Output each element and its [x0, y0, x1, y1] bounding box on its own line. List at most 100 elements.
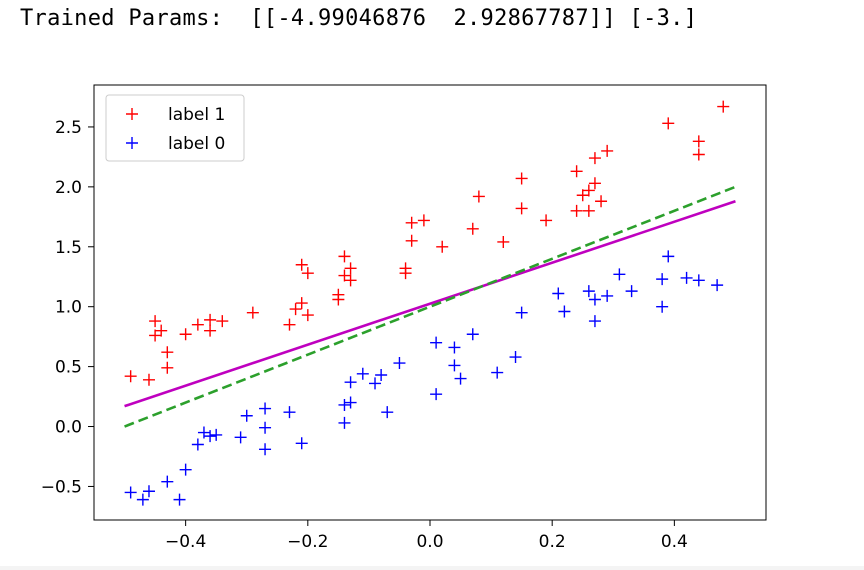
point-label-0 [240, 409, 253, 422]
point-label-0 [338, 416, 351, 429]
point-label-1 [161, 346, 174, 359]
point-label-0 [197, 426, 210, 439]
point-label-0 [191, 438, 204, 451]
point-label-1 [344, 262, 357, 275]
point-label-1 [124, 370, 137, 383]
point-label-1 [692, 148, 705, 161]
point-label-1 [595, 195, 608, 208]
point-label-0 [692, 274, 705, 287]
point-label-1 [405, 234, 418, 247]
x-tick-label: 0.2 [539, 532, 566, 552]
point-label-1 [515, 172, 528, 185]
point-label-1 [405, 216, 418, 229]
point-label-0 [344, 396, 357, 409]
point-label-1 [161, 361, 174, 374]
legend-label: label 0 [168, 134, 225, 154]
legend-marker-label-0 [126, 137, 138, 149]
point-label-0 [448, 359, 461, 372]
point-label-0 [430, 336, 443, 349]
point-label-0 [344, 376, 357, 389]
point-label-1 [399, 262, 412, 275]
point-label-1 [582, 184, 595, 197]
point-label-0 [259, 443, 272, 456]
point-label-0 [356, 367, 369, 380]
y-tick-label: 1.0 [55, 298, 82, 318]
point-label-0 [448, 341, 461, 354]
solid-decision-line [124, 200, 736, 408]
point-label-1 [497, 235, 510, 248]
y-tick-label: 1.5 [55, 238, 82, 258]
point-label-0 [295, 437, 308, 450]
point-label-1 [301, 267, 314, 280]
output-bottom-strip [0, 566, 864, 570]
point-label-0 [662, 250, 675, 263]
point-label-0 [509, 351, 522, 364]
point-label-0 [656, 273, 669, 286]
x-tick-label: −0.2 [287, 532, 328, 552]
point-label-1 [338, 269, 351, 282]
point-label-1 [417, 214, 430, 227]
point-label-0 [375, 369, 388, 381]
point-label-0 [161, 475, 174, 488]
point-label-1 [692, 135, 705, 148]
point-label-1 [576, 189, 589, 202]
y-tick-label: 2.5 [55, 118, 82, 138]
point-label-1 [155, 324, 168, 337]
point-label-1 [582, 204, 595, 217]
x-tick-label: 0.4 [661, 532, 688, 552]
point-label-0 [393, 357, 406, 370]
point-label-1 [216, 315, 229, 328]
point-label-1 [472, 190, 485, 203]
point-label-1 [142, 373, 155, 386]
plot-data-group [124, 100, 736, 506]
point-label-0 [515, 306, 528, 319]
legend-box [105, 94, 245, 162]
point-label-1 [332, 293, 345, 306]
point-label-1 [436, 240, 449, 253]
point-label-1 [466, 222, 479, 235]
point-label-1 [515, 202, 528, 215]
y-tick-label: 2.0 [55, 178, 82, 198]
y-tick-label: 0.5 [55, 358, 82, 378]
point-label-0 [173, 493, 186, 506]
point-label-0 [124, 486, 137, 499]
trained-params-output: Trained Params: [[-4.99046876 2.92867787… [20, 6, 698, 31]
point-label-0 [136, 493, 149, 506]
point-label-1 [295, 258, 308, 271]
point-label-0 [656, 300, 669, 313]
point-label-0 [234, 431, 247, 444]
point-label-0 [430, 388, 443, 401]
point-label-0 [588, 315, 601, 328]
point-label-1 [179, 328, 192, 341]
point-label-0 [552, 287, 565, 300]
point-label-1 [338, 250, 351, 263]
x-tick-label: −0.4 [165, 532, 206, 552]
point-label-0 [613, 268, 626, 281]
point-label-0 [210, 428, 223, 441]
point-label-0 [466, 328, 479, 341]
point-label-0 [283, 406, 296, 419]
point-label-1 [289, 303, 302, 316]
point-label-0 [680, 271, 693, 284]
point-label-1 [344, 274, 357, 287]
y-tick-label: −0.5 [41, 477, 82, 497]
point-label-1 [283, 318, 296, 331]
point-label-0 [381, 406, 394, 419]
point-label-0 [582, 285, 595, 298]
point-label-1 [570, 204, 583, 217]
point-label-0 [601, 289, 614, 302]
legend-label: label 1 [168, 105, 225, 125]
point-label-0 [369, 377, 382, 390]
point-label-0 [259, 402, 272, 415]
point-label-0 [204, 430, 217, 443]
point-label-0 [259, 421, 272, 434]
point-label-1 [662, 117, 675, 130]
point-label-1 [149, 315, 162, 328]
point-label-0 [711, 279, 724, 292]
dashed-decision-line [124, 185, 736, 428]
point-label-1 [570, 165, 583, 178]
point-label-1 [191, 318, 204, 331]
point-label-0 [625, 285, 638, 298]
point-label-0 [179, 463, 192, 476]
